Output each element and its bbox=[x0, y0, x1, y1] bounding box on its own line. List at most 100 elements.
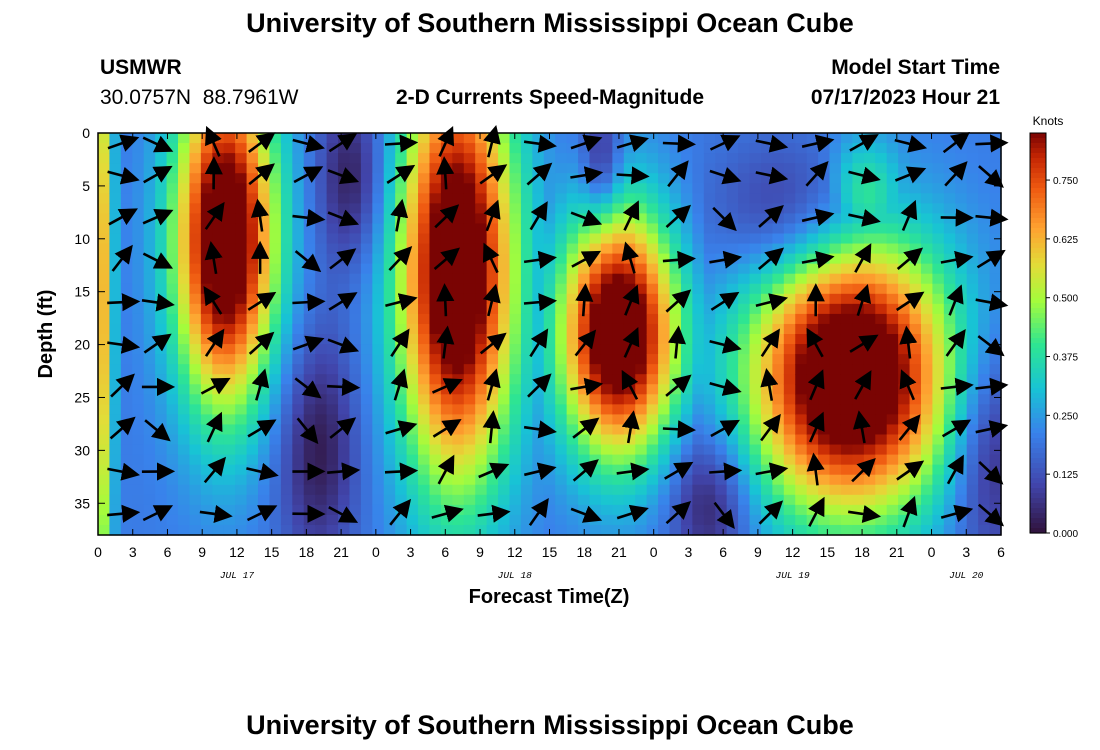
heatmap-cell bbox=[703, 193, 716, 204]
heatmap-cell bbox=[578, 323, 591, 335]
heatmap-cell bbox=[692, 163, 705, 174]
heatmap-cell bbox=[475, 484, 488, 496]
heatmap-cell bbox=[463, 334, 476, 345]
heatmap-cell bbox=[132, 444, 145, 456]
heatmap-cell bbox=[612, 514, 625, 526]
chart-title: University of Southern Mississippi Ocean… bbox=[246, 8, 854, 38]
current-vector bbox=[482, 242, 500, 274]
heatmap-cell bbox=[155, 133, 168, 144]
heatmap-cell bbox=[338, 313, 351, 325]
heatmap-cell bbox=[646, 424, 659, 436]
heatmap-cell bbox=[315, 243, 328, 255]
current-vector bbox=[107, 335, 141, 354]
heatmap-cell bbox=[200, 334, 213, 345]
heatmap-cell bbox=[920, 203, 934, 214]
heatmap-cell bbox=[840, 303, 853, 315]
current-vector bbox=[975, 293, 1009, 312]
heatmap-cell bbox=[532, 323, 545, 335]
heatmap-cell bbox=[166, 354, 179, 365]
heatmap-cell bbox=[372, 293, 385, 305]
heatmap-cell bbox=[246, 243, 259, 255]
heatmap-cell bbox=[98, 384, 111, 395]
heatmap-cell bbox=[132, 283, 145, 295]
heatmap-cell bbox=[166, 464, 179, 476]
heatmap-cell bbox=[109, 193, 122, 204]
current-vector bbox=[899, 369, 917, 401]
heatmap-cell bbox=[680, 454, 693, 466]
heatmap-cell bbox=[532, 233, 545, 245]
heatmap-cell bbox=[200, 514, 213, 526]
heatmap-cell bbox=[978, 514, 991, 526]
heatmap-cell bbox=[795, 293, 808, 305]
colorbar-label: Knots bbox=[1033, 114, 1064, 128]
heatmap-cell bbox=[966, 444, 979, 456]
heatmap-cell bbox=[543, 203, 556, 214]
current-vector bbox=[900, 199, 918, 232]
heatmap-cell bbox=[383, 323, 396, 335]
heatmap-cell bbox=[783, 153, 796, 164]
heatmap-cell bbox=[132, 143, 145, 154]
heatmap-cell bbox=[269, 323, 282, 335]
heatmap-cell bbox=[360, 494, 373, 506]
heatmap-cell bbox=[383, 404, 396, 415]
heatmap-cell bbox=[783, 444, 796, 456]
heatmap-cell bbox=[932, 424, 945, 436]
heatmap-cell bbox=[326, 464, 339, 476]
heatmap-cell bbox=[223, 283, 236, 295]
heatmap-cell bbox=[418, 223, 431, 235]
heatmap-cell bbox=[520, 514, 533, 526]
heatmap-cell bbox=[852, 303, 865, 315]
heatmap-cell bbox=[783, 354, 796, 365]
heatmap-cell bbox=[372, 163, 385, 174]
heatmap-cell bbox=[749, 384, 762, 395]
heatmap-cell bbox=[840, 133, 853, 144]
heatmap-cell bbox=[452, 394, 465, 405]
heatmap-cell bbox=[795, 464, 808, 476]
current-vector bbox=[662, 134, 696, 153]
heatmap-cell bbox=[315, 514, 328, 526]
colorbar-segment bbox=[1030, 463, 1046, 469]
heatmap-cell bbox=[189, 293, 202, 305]
heatmap-cell bbox=[600, 384, 613, 395]
heatmap-cell bbox=[395, 344, 408, 355]
heatmap-cell bbox=[520, 313, 533, 325]
heatmap-cell bbox=[886, 514, 899, 526]
heatmap-cell bbox=[978, 203, 991, 214]
heatmap-cell bbox=[555, 213, 568, 225]
heatmap-cell bbox=[429, 454, 442, 466]
heatmap-cell bbox=[578, 354, 591, 365]
heatmap-cell bbox=[315, 364, 328, 375]
heatmap-cell bbox=[760, 484, 773, 496]
heatmap-cell bbox=[612, 454, 625, 466]
heatmap-cell bbox=[795, 253, 808, 265]
heatmap-cell bbox=[760, 303, 773, 315]
heatmap-cell bbox=[143, 384, 156, 395]
heatmap-cell bbox=[463, 313, 476, 325]
heatmap-cell bbox=[235, 444, 248, 456]
heatmap-cell bbox=[932, 303, 945, 315]
heatmap-cell bbox=[395, 404, 408, 415]
current-vector bbox=[852, 410, 871, 444]
heatmap-cell bbox=[738, 444, 751, 456]
heatmap-cell bbox=[98, 364, 111, 375]
heatmap-cell bbox=[932, 374, 945, 385]
heatmap-cell bbox=[509, 334, 522, 345]
heatmap-cell bbox=[223, 263, 236, 275]
heatmap-cell bbox=[966, 263, 979, 275]
heatmap-cell bbox=[772, 524, 785, 536]
heatmap-cell bbox=[760, 404, 773, 415]
heatmap-cell bbox=[463, 263, 476, 275]
colorbar-segment bbox=[1030, 403, 1046, 409]
heatmap-cell bbox=[178, 263, 191, 275]
heatmap-cell bbox=[155, 394, 168, 405]
heatmap-cell bbox=[189, 444, 202, 456]
heatmap-cell bbox=[966, 474, 979, 486]
heatmap-cell bbox=[669, 133, 682, 144]
current-vector bbox=[848, 504, 882, 523]
heatmap-cell bbox=[600, 394, 613, 405]
heatmap-cell bbox=[200, 374, 213, 385]
heatmap-cell bbox=[783, 394, 796, 405]
heatmap-cell bbox=[840, 384, 853, 395]
heatmap-cell bbox=[680, 183, 693, 194]
current-vector bbox=[482, 283, 501, 317]
